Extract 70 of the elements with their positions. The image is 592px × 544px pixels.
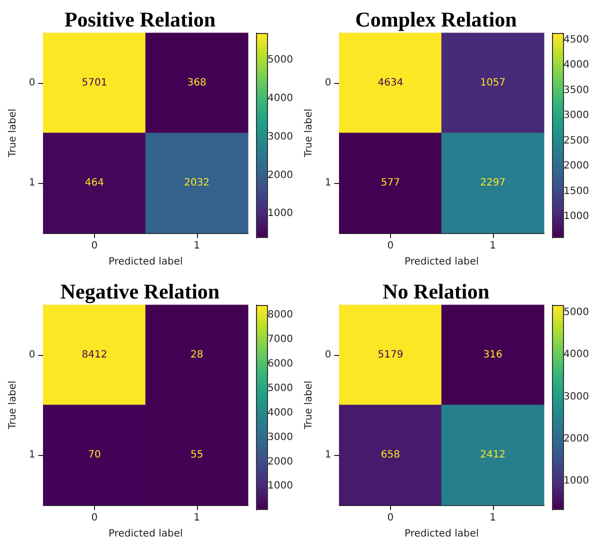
color-bar-label: 5000: [564, 307, 590, 318]
color-bar-label: 3000: [268, 432, 294, 443]
data-label: 2297: [480, 178, 506, 188]
y-tick-label: 0: [324, 78, 332, 88]
color-bar-label: 7000: [268, 334, 294, 346]
data-label: 70: [88, 450, 101, 460]
color-bar-label: 1000: [268, 480, 294, 492]
data-label: 8412: [82, 350, 108, 360]
data-label: 2032: [184, 178, 210, 188]
x-axis-title: Predicted label: [404, 256, 479, 268]
color-bar-label: 3000: [564, 391, 590, 402]
data-label: 4634: [378, 78, 404, 88]
data-label: 368: [187, 78, 206, 88]
color-bar-label: 4000: [268, 407, 294, 418]
color-bar-label: 5000: [268, 382, 294, 394]
y-axis-title: True label: [304, 380, 314, 430]
color-bar-label: 1500: [564, 186, 590, 197]
color-bar-label: 3000: [268, 131, 294, 142]
color-bar-label: 4000: [268, 92, 294, 104]
color-bar-label: 5000: [268, 54, 294, 66]
data-label: 28: [190, 350, 204, 360]
chart-title: No Relation: [382, 280, 490, 304]
data-label: 5179: [378, 350, 404, 360]
x-axis-title: Predicted label: [108, 256, 183, 268]
data-label: 577: [380, 178, 400, 188]
color-bar-label: 1000: [268, 208, 294, 220]
y-tick-label: 1: [28, 178, 36, 188]
color-bar-label: 1000: [564, 211, 590, 222]
y-tick-label: 1: [324, 178, 332, 188]
color-bar-label: 8000: [268, 310, 294, 321]
y-axis-title: True label: [304, 108, 314, 158]
x-axis-title: Predicted label: [404, 528, 479, 540]
x-tick-label: 0: [387, 512, 394, 524]
chart-title: Complex Relation: [355, 8, 518, 32]
data-label: 2412: [480, 450, 506, 460]
data-label: 316: [483, 350, 502, 360]
x-tick-label: 1: [194, 240, 200, 252]
color-bar-label: 2000: [268, 170, 294, 181]
data-label: 5701: [82, 78, 108, 88]
color-bar-label: 3500: [564, 84, 590, 96]
color-bar-label: 3000: [564, 110, 590, 122]
color-bar-label: 2500: [564, 135, 590, 146]
color-bar-label: 4000: [564, 349, 590, 360]
x-tick-label: 1: [490, 512, 496, 524]
data-label: 464: [84, 178, 104, 188]
data-label: 658: [380, 450, 400, 460]
y-tick-label: 0: [28, 78, 36, 88]
data-label: 1057: [480, 78, 506, 88]
color-bar-label: 1000: [564, 476, 590, 487]
y-tick-label: 1: [28, 450, 36, 460]
color-bar-label: 2000: [268, 456, 294, 468]
data-label: 55: [190, 450, 204, 460]
color-bar-label: 6000: [268, 358, 294, 370]
y-axis-title: True label: [8, 108, 18, 158]
x-tick-label: 0: [91, 240, 98, 252]
color-bar-label: 4000: [564, 60, 590, 71]
y-axis-title: True label: [8, 380, 18, 430]
y-tick-label: 0: [28, 350, 36, 360]
x-axis-title: Predicted label: [108, 528, 183, 540]
chart-title: Negative Relation: [60, 280, 220, 304]
x-tick-label: 0: [387, 240, 394, 252]
chart-title: Positive Relation: [64, 8, 216, 32]
color-bar-label: 4500: [564, 34, 590, 46]
y-tick-label: 0: [324, 350, 332, 360]
x-tick-label: 0: [91, 512, 98, 524]
y-tick-label: 1: [324, 450, 332, 460]
color-bar-label: 2000: [564, 160, 590, 172]
x-tick-label: 1: [194, 512, 200, 524]
x-tick-label: 1: [490, 240, 496, 252]
color-bar-label: 2000: [564, 434, 590, 445]
